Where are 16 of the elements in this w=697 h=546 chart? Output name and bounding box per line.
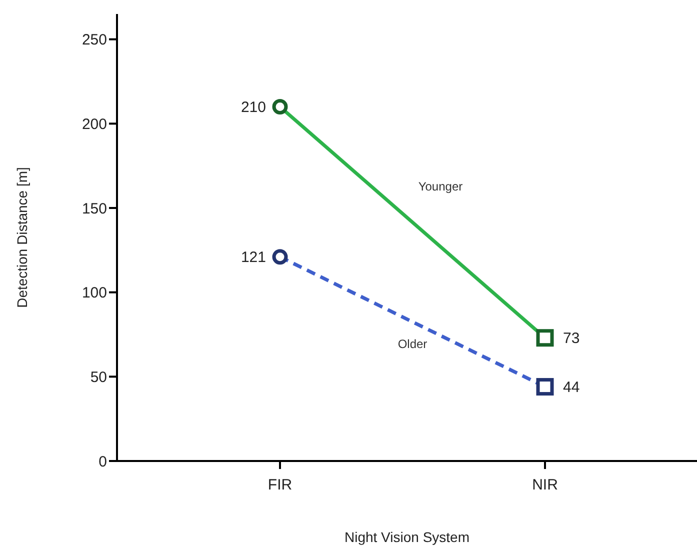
y-tick-label: 50: [90, 368, 107, 386]
data-label: 121: [240, 248, 266, 266]
y-axis-title: Detection Distance [m]: [14, 167, 30, 308]
x-tick-label: NIR: [532, 476, 558, 494]
y-tick-label: 150: [82, 200, 107, 218]
x-tick-label: FIR: [268, 476, 292, 494]
y-tick-label: 100: [82, 284, 107, 302]
y-tick-label: 200: [82, 116, 107, 133]
y-tick-label: 0: [98, 453, 107, 470]
x-axis-title: Night Vision System: [344, 529, 470, 545]
data-label: 210: [240, 98, 266, 116]
text: Younger: [418, 179, 463, 194]
data-label: 44: [563, 378, 580, 396]
series-label: Older: [398, 336, 428, 351]
data-label: 73: [563, 330, 580, 347]
y-tick-label: 250: [82, 32, 107, 49]
